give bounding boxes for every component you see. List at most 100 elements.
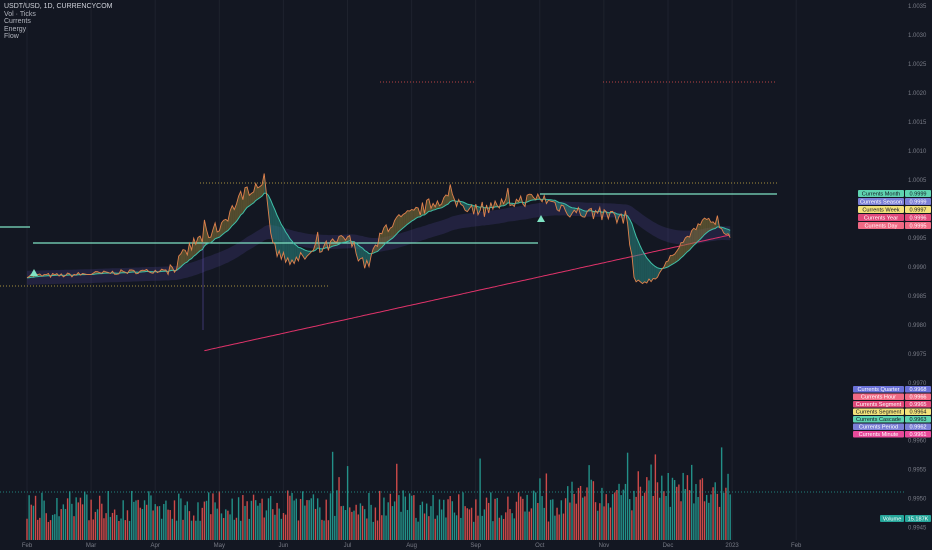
flow-fill <box>279 219 282 260</box>
volume-bar <box>594 502 597 540</box>
flow-fill <box>379 233 382 250</box>
volume-bar <box>376 520 379 540</box>
flow-fill <box>277 215 280 257</box>
legend-volume[interactable]: Vol · Ticks <box>4 10 36 18</box>
flow-fill <box>698 223 701 242</box>
volume-bar <box>643 492 646 540</box>
volume-bar <box>650 464 652 540</box>
y-axis-tick: 0.9945 <box>908 526 927 532</box>
x-axis-tick: Jun <box>279 543 289 549</box>
volume-bar <box>334 515 336 540</box>
volume-bar <box>701 478 704 540</box>
volume-bar <box>723 492 725 540</box>
x-axis-tick: Oct <box>535 543 545 549</box>
volume-bar <box>186 501 188 540</box>
volume-bar <box>646 477 648 540</box>
volume-bar <box>400 511 402 540</box>
volume-bar <box>71 503 73 540</box>
flow-fill <box>706 218 709 233</box>
flow-fill <box>270 200 273 243</box>
flow-fill <box>693 228 696 246</box>
volume-bar <box>716 493 719 540</box>
volume-bar <box>507 496 509 540</box>
volume-bar <box>601 487 603 540</box>
symbol-title: USDT/USD, 1D, CURRENCYCOM <box>4 3 113 10</box>
volume-bar <box>393 501 396 540</box>
price-tag-label: Currents Week <box>862 208 899 214</box>
volume-bar <box>513 518 516 540</box>
price-tag-value-bg <box>905 222 931 229</box>
flow-fill <box>683 237 686 257</box>
price-tag: Currents Month 0.9999 <box>858 190 931 198</box>
volume-bar <box>524 511 526 540</box>
volume-bar <box>126 510 129 540</box>
x-axis-tick: Feb <box>22 543 33 549</box>
volume-bar <box>237 497 240 540</box>
legend-flow[interactable]: Flow <box>4 33 19 40</box>
flow-fill <box>356 243 359 262</box>
flow-fill <box>413 207 416 220</box>
volume-bar <box>406 509 409 540</box>
price-tag: Currents Day 0.9995 <box>858 222 931 230</box>
volume-bar <box>254 500 257 540</box>
lower-tag-label-bg <box>853 423 904 430</box>
flow-fill <box>685 236 688 254</box>
volume-bar <box>167 509 169 540</box>
volume-bar <box>658 497 661 540</box>
price-tag-value-bg <box>905 214 931 221</box>
price-tag-label: Currents Month <box>862 192 901 198</box>
volume-bar <box>624 483 627 540</box>
volume-bar <box>673 480 676 540</box>
flow-fill <box>285 231 288 263</box>
volume-bar <box>152 510 154 540</box>
volume-bar <box>481 515 483 540</box>
flow-fill <box>687 236 690 252</box>
volume-bar <box>705 494 708 540</box>
volume-bar <box>413 495 415 540</box>
volume-bar <box>477 515 479 540</box>
volume-bar <box>383 497 385 540</box>
flow-fill <box>704 218 707 235</box>
volume-bar <box>708 502 710 540</box>
flow-fill <box>170 264 173 271</box>
volume-bar <box>319 507 321 540</box>
price-tag-label-bg <box>858 222 904 229</box>
volume-bar <box>575 503 577 540</box>
price-tag-value: 0.9995 <box>909 224 926 230</box>
volume-bar <box>180 498 182 540</box>
flow-fill <box>670 255 673 266</box>
volume-bar <box>727 473 729 540</box>
price-tag: Currents Week 0.9997 <box>858 206 931 214</box>
flow-fill <box>691 228 694 248</box>
volume-tag-value: 15.187K <box>908 517 929 523</box>
flow-fill <box>557 201 560 212</box>
volume-bar <box>248 518 250 540</box>
volume-bar <box>676 486 678 540</box>
flow-fill <box>401 214 404 230</box>
flow-fill <box>249 193 252 206</box>
flow-fill <box>221 220 224 236</box>
lower-tag: Currents Hour 0.9966 <box>853 393 931 401</box>
volume-bar <box>54 514 56 540</box>
volume-bar <box>661 475 663 540</box>
y-axis-tick: 0.9980 <box>908 323 927 329</box>
volume-bar <box>56 497 58 540</box>
lower-tag-value: 0.9964 <box>909 410 926 416</box>
volume-bar <box>637 471 639 540</box>
volume-bar <box>276 502 278 540</box>
price-tag-value: 0.9999 <box>909 192 926 198</box>
volume-bar <box>86 494 88 540</box>
buy-marker-triangle <box>30 269 38 276</box>
volume-bar <box>306 500 308 540</box>
volume-bar <box>374 507 377 540</box>
volume-bar <box>141 509 144 540</box>
lower-tag-value: 0.9966 <box>909 395 926 401</box>
legend-currents[interactable]: Currents <box>4 18 31 25</box>
volume-bar <box>714 482 716 540</box>
volume-bar <box>487 502 490 540</box>
volume-bar <box>464 506 466 540</box>
legend-energy[interactable]: Energy <box>4 25 27 33</box>
volume-bar <box>720 447 723 540</box>
price-line <box>26 173 731 285</box>
